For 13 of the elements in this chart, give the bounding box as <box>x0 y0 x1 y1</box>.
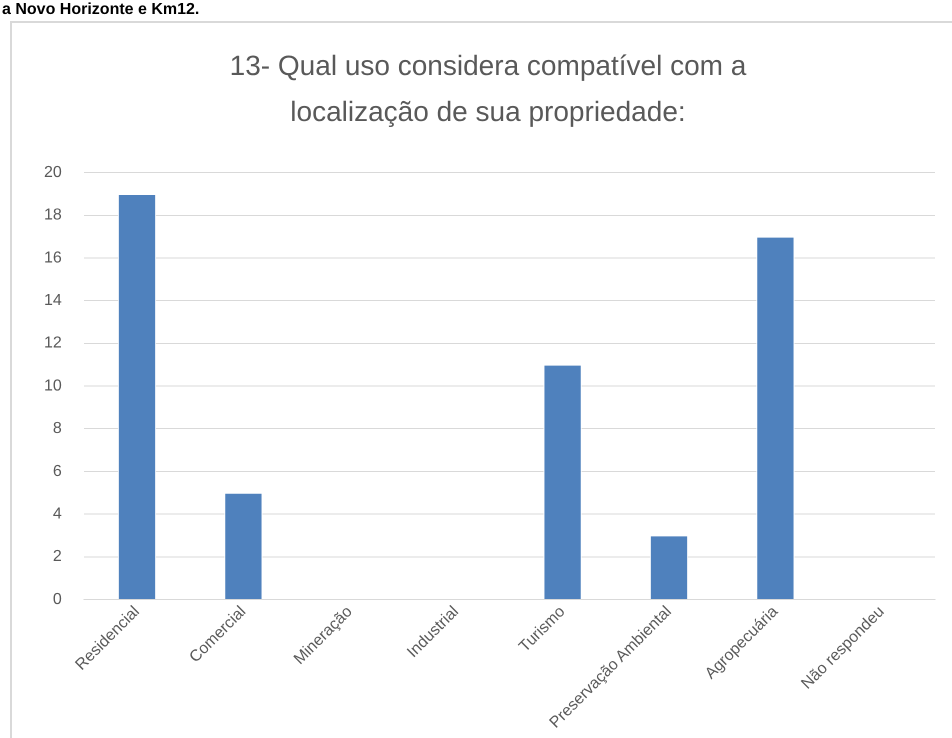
y-tick-label: 10 <box>44 377 62 394</box>
y-tick-label: 4 <box>52 505 62 522</box>
chart-title: 13- Qual uso considera compatível com a localização de sua propriedade: <box>228 49 748 129</box>
y-tick-label: 0 <box>52 590 62 608</box>
y-tick-label: 12 <box>44 334 62 352</box>
y-tick-label: 20 <box>44 164 62 182</box>
y-tick-label: 6 <box>52 462 62 480</box>
y-tick-label: 8 <box>52 420 62 438</box>
y-tick-label: 18 <box>44 206 62 224</box>
text: a Novo Horizonte e Km12. <box>2 0 200 20</box>
y-tick-label: 16 <box>44 249 62 266</box>
y-tick-label: 14 <box>44 292 62 310</box>
y-tick-label: 2 <box>52 548 62 566</box>
